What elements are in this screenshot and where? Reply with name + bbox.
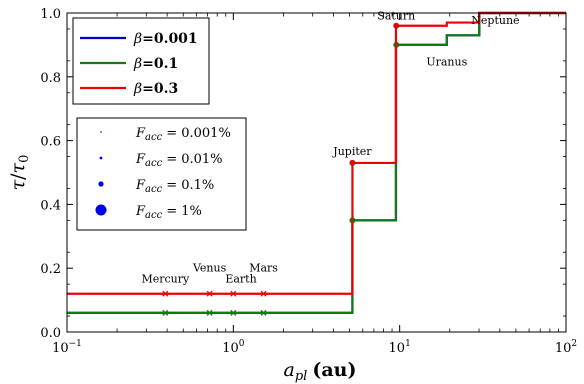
- planet-marker-mars-0: [260, 290, 267, 297]
- series-line-2: [67, 11, 566, 295]
- y-tick-label-2: 0.4: [40, 198, 61, 213]
- planet-marker-earth-0: [230, 290, 237, 297]
- planet-marker-jupiter-red: [349, 159, 356, 166]
- legend-marker-dot-1: [99, 156, 103, 160]
- planet-marker-mercury-0: [162, 290, 169, 297]
- legend-marker-label-3: Facc = 1%: [135, 204, 202, 221]
- planet-marker-mercury-1: [162, 309, 169, 316]
- planet-label-earth: Earth: [225, 273, 256, 286]
- x-tick-label-0: 10−1: [52, 339, 82, 356]
- legend-marker-dot-3: [95, 204, 107, 216]
- planet-label-jupiter: Jupiter: [332, 145, 372, 158]
- legend-line-label-2: β=0.3: [133, 81, 178, 97]
- planet-marker-mars-1: [260, 309, 267, 316]
- legend-lines-box: [72, 17, 210, 105]
- y-tick-label-4: 0.8: [40, 71, 61, 86]
- y-tick-label-1: 0.2: [40, 262, 61, 277]
- planet-label-uranus: Uranus: [426, 56, 467, 69]
- x-tick-label-1: 100: [222, 339, 245, 356]
- planet-label-mars: Mars: [249, 261, 278, 274]
- y-tick-label-5: 1.0: [40, 7, 61, 22]
- y-axis-title: τ/τ0: [7, 155, 32, 191]
- legend-markers: Facc = 0.001% Facc = 0.01% Facc = 0.1% Facc = 1…: [76, 117, 247, 231]
- planet-marker-earth-1: [230, 309, 237, 316]
- x-tick-label-3: 102: [555, 339, 577, 356]
- planet-marker-venus-0: [206, 290, 213, 297]
- planet-marker-saturn-red: [393, 22, 400, 29]
- planet-label-neptune: Neptune: [471, 14, 519, 27]
- legend-lines: β=0.001 β=0.1 β=0.3: [72, 17, 210, 105]
- legend-marker-dot-2: [98, 181, 104, 187]
- legend-line-label-0: β=0.001: [133, 31, 198, 47]
- plot-frame: [66, 12, 567, 333]
- planet-marker-saturn-green: [393, 41, 400, 48]
- legend-line-label-1: β=0.1: [133, 56, 178, 72]
- legend-marker-label-2: Facc = 0.1%: [135, 178, 214, 195]
- planet-marker-venus-1: [206, 309, 213, 316]
- legend-marker-dot-0: [100, 131, 102, 133]
- planet-label-mercury: Mercury: [141, 273, 190, 286]
- series-layer: [67, 11, 566, 314]
- planet-marker-jupiter-green: [349, 217, 356, 224]
- x-tick-label-2: 101: [389, 339, 411, 356]
- y-tick-label-0: 0.0: [40, 326, 61, 341]
- tick-layer: 0.0 0.2 0.4 0.6 0.8 1.0 10−1 100 101 102: [40, 7, 577, 356]
- y-tick-label-3: 0.6: [40, 135, 61, 150]
- planet-label-venus: Venus: [192, 261, 227, 274]
- x-axis-title: apl (au): [284, 359, 357, 384]
- planet-label-saturn: Saturn: [377, 9, 415, 22]
- legend-marker-label-0: Facc = 0.001%: [135, 126, 231, 143]
- legend-marker-label-1: Facc = 0.01%: [135, 152, 223, 169]
